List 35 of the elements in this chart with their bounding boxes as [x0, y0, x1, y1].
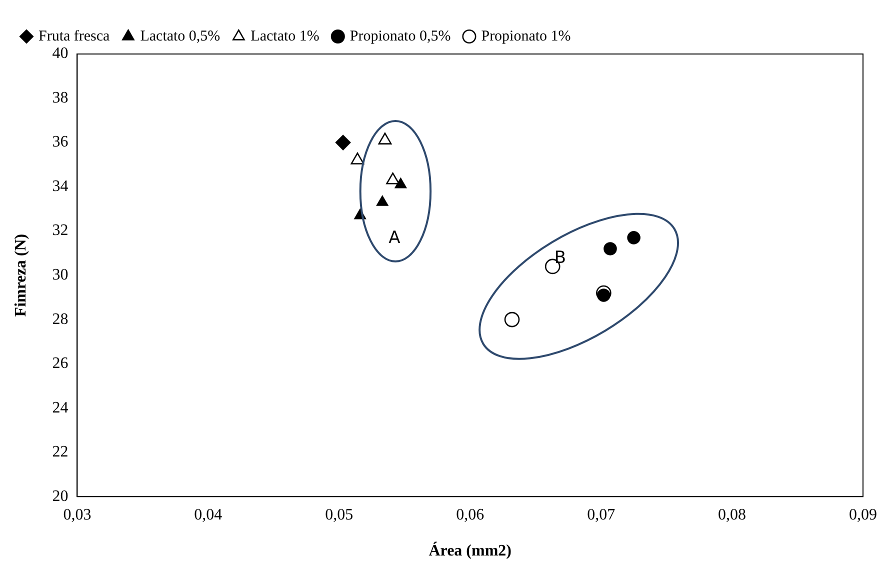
- x-tick-label: 0,03: [63, 506, 92, 524]
- point: [394, 178, 407, 188]
- legend-label: Propionato 1%: [481, 28, 571, 44]
- point: [376, 196, 388, 206]
- x-tick-label: 0,07: [587, 506, 616, 524]
- point: [386, 172, 400, 184]
- point: [604, 242, 617, 256]
- y-tick-label: 20: [52, 488, 68, 505]
- y-tick-label: 30: [52, 266, 68, 284]
- point: [504, 312, 520, 328]
- point: [350, 152, 364, 164]
- x-tick-label: 0,09: [849, 506, 877, 524]
- y-tick-label: 24: [52, 399, 68, 416]
- y-tick-label: 36: [52, 134, 68, 151]
- x-tick-label: 0,08: [718, 506, 746, 524]
- legend-label: Lactato 1%: [250, 28, 320, 44]
- x-axis-title: Área (mm2): [428, 542, 512, 560]
- y-tick-label: 34: [52, 178, 68, 195]
- y-tick-label: 26: [52, 355, 68, 372]
- y-tick-label: 22: [52, 444, 68, 461]
- point: [627, 231, 640, 244]
- y-tick-label: 40: [52, 45, 68, 62]
- legend-label: Fruta fresca: [38, 28, 110, 44]
- point: [378, 132, 392, 144]
- y-tick-label: 38: [52, 89, 68, 106]
- x-tick-label: 0,06: [456, 506, 484, 524]
- x-tick-label: 0,04: [194, 506, 222, 524]
- y-axis-title: Fimreza (N): [12, 234, 30, 317]
- point: [597, 288, 610, 302]
- legend-label: Lactato 0,5%: [140, 28, 220, 44]
- annotation: A: [388, 228, 401, 248]
- legend-label: Propionato 0,5%: [350, 28, 451, 44]
- y-tick-label: 32: [52, 222, 68, 240]
- x-tick-label: 0,05: [325, 506, 354, 524]
- y-tick-label: 28: [52, 310, 68, 328]
